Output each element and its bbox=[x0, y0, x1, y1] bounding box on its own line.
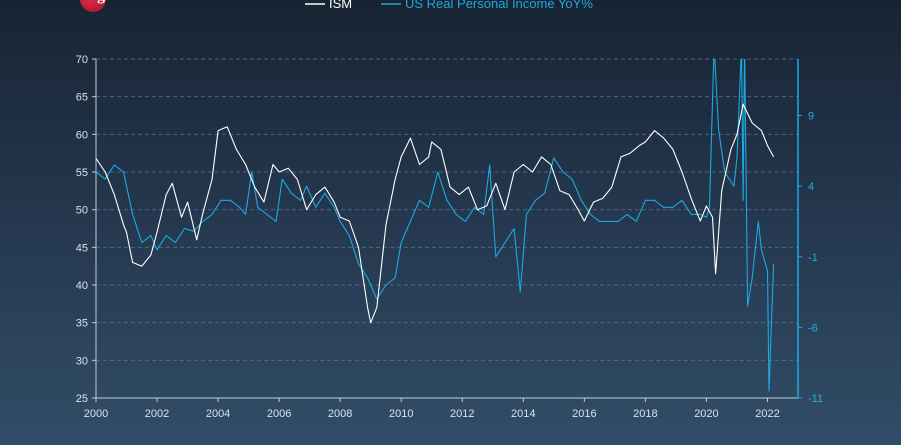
x-axis-tick-label: 2016 bbox=[572, 408, 596, 420]
x-axis-tick-label: 2022 bbox=[755, 408, 779, 420]
legend: ISM US Real Personal Income YoY% bbox=[305, 0, 593, 11]
logo-text: gmi bbox=[97, 0, 123, 5]
right-axis-tick-label: -11 bbox=[808, 393, 823, 405]
x-axis-tick-label: 2018 bbox=[633, 408, 657, 420]
left-axis-tick-label: 55 bbox=[76, 167, 88, 179]
right-axis-tick-label: -6 bbox=[808, 322, 818, 334]
x-axis-tick-label: 2020 bbox=[694, 408, 718, 420]
legend-label: ISM bbox=[329, 0, 352, 11]
x-axis-tick-label: 2004 bbox=[206, 408, 230, 420]
left-axis-tick-label: 65 bbox=[76, 92, 88, 104]
right-axis-tick-label: 4 bbox=[808, 181, 814, 193]
x-axis-tick-label: 2000 bbox=[84, 408, 108, 420]
right-axis-tick-label: -1 bbox=[808, 252, 818, 264]
ism-series-line bbox=[96, 103, 775, 324]
legend-label: US Real Personal Income YoY% bbox=[405, 0, 593, 11]
axes: 70 65 60 55 50 45 40 35 30 25 9 4 -1 -6 -11 2000 2002 200… bbox=[76, 54, 823, 420]
logo-mark bbox=[80, 0, 106, 12]
left-axis-tick-label: 70 bbox=[76, 54, 88, 66]
left-axis-tick-label: 45 bbox=[76, 242, 88, 254]
x-axis-tick-label: 2012 bbox=[450, 408, 474, 420]
series-lines bbox=[96, 59, 775, 392]
left-axis-tick-label: 35 bbox=[76, 318, 88, 330]
left-axis-tick-label: 60 bbox=[76, 129, 88, 141]
right-axis-tick-label: 9 bbox=[808, 111, 814, 123]
left-axis-tick-label: 50 bbox=[76, 205, 88, 217]
x-axis-tick-label: 2014 bbox=[511, 408, 535, 420]
left-axis-tick-label: 30 bbox=[76, 355, 88, 367]
grid-lines bbox=[96, 58, 798, 361]
x-axis-tick-label: 2002 bbox=[145, 408, 169, 420]
left-axis-tick-label: 40 bbox=[76, 280, 88, 292]
x-axis-tick-label: 2010 bbox=[389, 408, 413, 420]
x-axis-tick-label: 2008 bbox=[328, 408, 352, 420]
left-axis-tick-label: 25 bbox=[76, 393, 88, 405]
gmi-logo: gmi bbox=[80, 0, 140, 16]
x-axis-tick-label: 2006 bbox=[267, 408, 291, 420]
income-series-line bbox=[96, 59, 775, 392]
